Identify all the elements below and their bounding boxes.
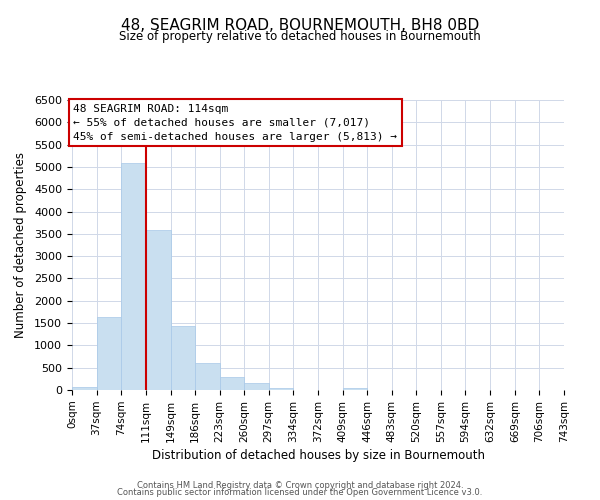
Bar xyxy=(146,230,170,390)
Bar xyxy=(343,388,367,390)
Text: Contains HM Land Registry data © Crown copyright and database right 2024.: Contains HM Land Registry data © Crown c… xyxy=(137,480,463,490)
Text: 48 SEAGRIM ROAD: 114sqm
← 55% of detached houses are smaller (7,017)
45% of semi: 48 SEAGRIM ROAD: 114sqm ← 55% of detache… xyxy=(73,104,397,142)
Bar xyxy=(220,376,244,390)
Bar xyxy=(244,384,269,390)
Text: 48, SEAGRIM ROAD, BOURNEMOUTH, BH8 0BD: 48, SEAGRIM ROAD, BOURNEMOUTH, BH8 0BD xyxy=(121,18,479,32)
Bar xyxy=(269,388,293,390)
Bar xyxy=(121,164,146,390)
Text: Size of property relative to detached houses in Bournemouth: Size of property relative to detached ho… xyxy=(119,30,481,43)
Bar xyxy=(72,387,97,390)
X-axis label: Distribution of detached houses by size in Bournemouth: Distribution of detached houses by size … xyxy=(151,449,485,462)
Y-axis label: Number of detached properties: Number of detached properties xyxy=(14,152,27,338)
Bar xyxy=(97,318,121,390)
Text: Contains public sector information licensed under the Open Government Licence v3: Contains public sector information licen… xyxy=(118,488,482,497)
Bar xyxy=(170,326,195,390)
Bar xyxy=(195,363,220,390)
